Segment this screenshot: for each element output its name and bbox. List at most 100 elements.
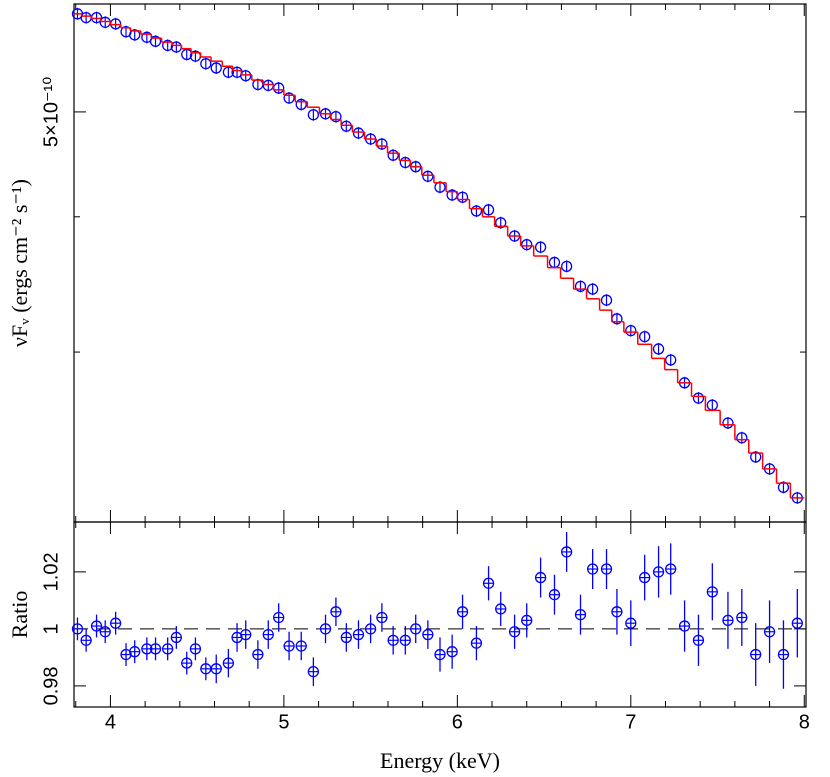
data-point [574,280,587,293]
data-point [80,634,92,646]
x-tick-label: 6 [452,711,463,733]
data-point [330,606,342,618]
data-point [71,623,84,635]
data-point [273,611,285,624]
data-point [149,643,162,655]
bottom-frame [73,521,807,708]
data-point [750,648,762,661]
data-point [109,617,122,629]
data-point [446,646,458,658]
data-point [422,170,434,182]
data-point [470,637,483,649]
data-point [240,70,252,82]
data-point [399,634,411,646]
data-point [222,66,235,78]
data-point [665,354,677,366]
data-point [410,623,422,635]
data-point [434,648,446,661]
data-point [586,283,599,295]
data-point [763,626,776,638]
data-point [262,628,274,641]
data-point [508,626,521,638]
data-point [521,239,533,251]
data-point [600,294,613,306]
x-tick-label: 7 [625,711,636,733]
data-point [200,58,212,70]
data-point [495,217,507,229]
data-point [181,657,193,669]
data-point [307,109,320,121]
data-point [470,205,483,217]
data-point [736,611,748,624]
data-point [560,546,573,558]
data-point [307,666,320,678]
data-point [283,640,295,652]
data-point [639,331,651,343]
data-point [652,343,665,355]
data-point [90,620,103,632]
data-point [722,614,734,626]
data-point [678,620,691,632]
data-point [149,35,162,47]
y-tick-label: 1.02 [40,552,62,591]
data-point [352,127,365,139]
data-point [252,648,264,661]
data-point [521,614,533,626]
data-point [162,643,174,655]
data-point [639,571,651,584]
y-tick-label: 5×10⁻¹⁰ [40,77,62,147]
data-point [482,204,495,216]
data-point [319,623,332,635]
data-point [99,626,111,638]
data-point [534,241,547,253]
data-point [387,634,399,646]
data-point [129,646,141,658]
data-point [586,563,599,575]
data-point [736,432,748,444]
data-point [750,451,762,463]
data-point [495,603,507,615]
data-point [625,617,637,629]
data-point [777,648,790,661]
data-point [548,589,561,601]
y-axis-label: Ratio [7,591,32,639]
data-point [722,417,734,429]
data-point [240,628,252,641]
data-point [692,392,705,404]
data-point [129,29,141,41]
data-point [364,623,377,635]
data-point [283,92,295,104]
data-point [692,634,705,646]
data-point [611,606,623,618]
data-point [352,628,365,641]
y-axis-label: νFᵥ (ergs cm⁻² s⁻¹) [7,179,32,347]
data-point [222,657,235,669]
top-frame [73,3,807,523]
data-point [560,260,573,273]
x-tick-label: 8 [799,711,810,733]
data-point [295,640,307,652]
data-point [210,663,222,675]
data-point [340,631,352,644]
data-point [170,631,182,644]
data-point [482,577,495,589]
data-point [189,643,202,655]
data-point [181,48,193,61]
data-point [210,62,222,74]
data-point [665,563,677,575]
data-point [574,608,587,621]
data-point [340,120,352,132]
data-point [791,617,803,629]
data-point [376,611,388,624]
y-tick-label: 1 [40,623,62,634]
data-point [600,563,613,575]
data-point [456,606,469,618]
data-point [387,149,399,161]
data-point [706,586,718,598]
data-point [777,481,790,493]
data-point [295,98,307,111]
x-tick-label: 4 [105,711,116,733]
data-point [625,324,637,337]
